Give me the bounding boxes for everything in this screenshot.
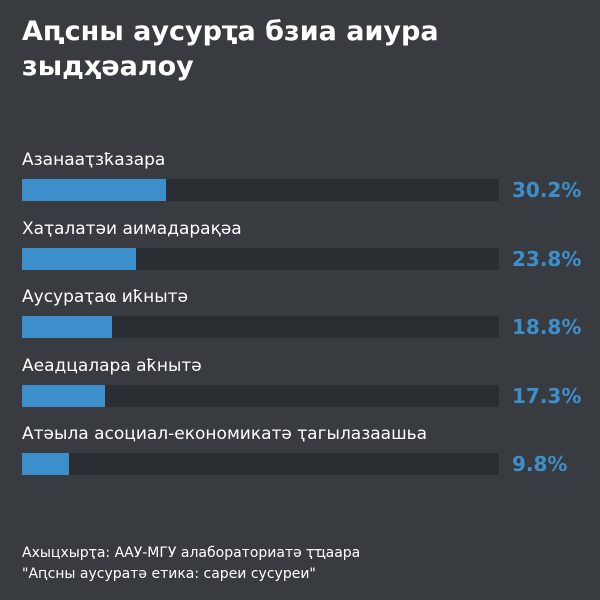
bar-row: Аусураҭаҩ иҟнытә 18.8%: [0, 286, 600, 356]
value-label: 17.3%: [512, 384, 582, 408]
value-label: 18.8%: [512, 315, 582, 339]
bar-track: [22, 385, 499, 407]
bar: [22, 316, 112, 338]
category-label: Аеадцалара аҟнытә: [22, 356, 202, 376]
bar-row: Атәыла асоциал-економикатә ҭагылазаашьа 9…: [0, 423, 600, 493]
source-line-1: Ахыцхырҭа: ААУ-МГУ алабораториатә ҭҵаара: [22, 545, 361, 561]
value-label: 23.8%: [512, 247, 582, 271]
category-label: Атәыла асоциал-економикатә ҭагылазаашьа: [22, 424, 428, 444]
bar-row: Хаҭалатәи аимадарақәа 23.8%: [0, 218, 600, 288]
bar-track: [22, 248, 499, 270]
bar-track: [22, 316, 499, 338]
bar: [22, 453, 69, 475]
bar: [22, 385, 105, 407]
value-label: 9.8%: [512, 452, 568, 476]
bar-track: [22, 453, 499, 475]
bar: [22, 248, 136, 270]
category-label: Азанааҭзҟазара: [22, 150, 166, 170]
category-label: Хаҭалатәи аимадарақәа: [22, 219, 242, 239]
source-line-2: "Аԥсны аусуратә етика: сареи сусуреи": [22, 566, 316, 582]
bar-row: Аеадцалара аҟнытә 17.3%: [0, 355, 600, 425]
category-label: Аусураҭаҩ иҟнытә: [22, 287, 189, 307]
bar-row: Азанааҭзҟазара 30.2%: [0, 149, 600, 219]
value-label: 30.2%: [512, 178, 582, 202]
chart-title: Аԥсны аусурҭа бзиа аиура зыдҳәалоу: [22, 16, 439, 82]
bar-track: [22, 179, 499, 201]
bar: [22, 179, 167, 201]
source-note: Ахыцхырҭа: ААУ-МГУ алабораториатә ҭҵаара…: [22, 543, 360, 585]
